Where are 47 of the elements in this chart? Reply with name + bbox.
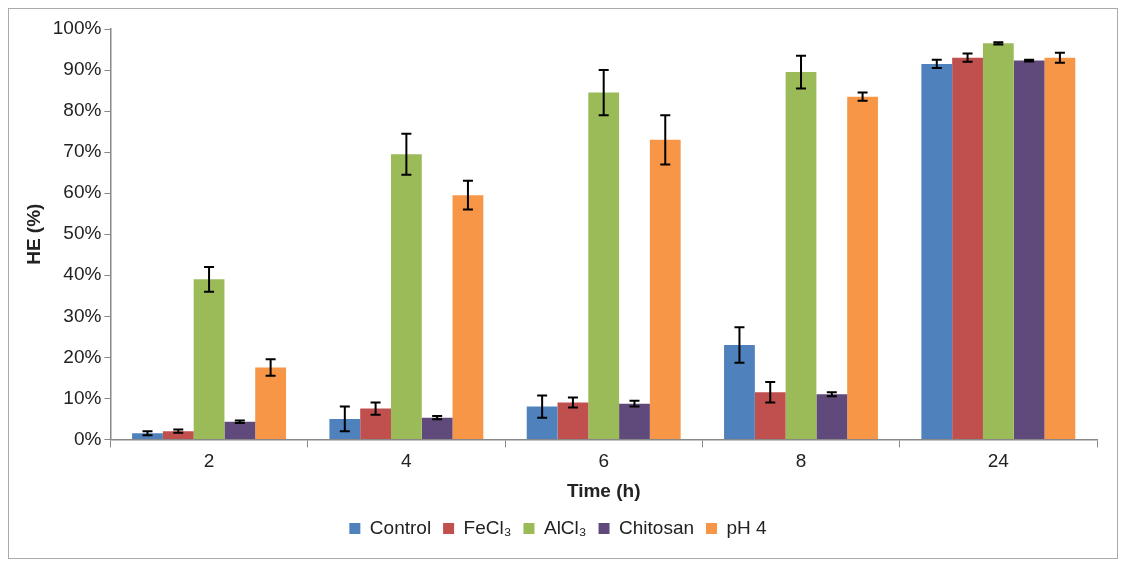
legend-label: AlCl₃ [543, 516, 587, 538]
bar [816, 394, 848, 439]
bar [619, 403, 650, 439]
legend-label: Control [369, 516, 432, 538]
bar [390, 154, 422, 439]
legend-label: Chitosan [619, 516, 695, 538]
bar [1044, 57, 1076, 439]
x-tick-label: 24 [987, 450, 1010, 472]
bar [588, 92, 620, 439]
x-tick-label: 6 [598, 450, 609, 472]
y-tick-label: 100% [52, 17, 102, 39]
y-tick-label: 50% [63, 222, 102, 244]
x-axis-title: Time (h) [566, 479, 641, 501]
legend-label: pH 4 [726, 516, 768, 538]
y-tick-label: 20% [63, 345, 102, 367]
bar [724, 345, 755, 439]
bar [754, 392, 786, 439]
bar [360, 408, 391, 439]
y-tick-label: 40% [63, 263, 102, 285]
y-tick-label: 10% [63, 386, 102, 408]
y-tick-label: 0% [73, 427, 102, 449]
y-tick-label: 90% [63, 58, 102, 80]
y-tick-label: 70% [63, 140, 102, 162]
y-tick-label: 60% [63, 181, 102, 203]
x-tick-label: 8 [795, 450, 807, 472]
x-tick-label: 4 [401, 450, 413, 472]
bar [421, 417, 453, 439]
bar [526, 406, 558, 439]
bar [193, 279, 225, 439]
bar [452, 195, 484, 439]
bar [1013, 60, 1045, 439]
x-tick-label: 2 [203, 450, 215, 472]
bar [649, 139, 681, 439]
bar [224, 421, 256, 439]
bar [255, 367, 287, 439]
bar [162, 431, 194, 439]
bar [921, 63, 953, 439]
bar [982, 43, 1014, 439]
y-axis-title: HE (%) [22, 203, 44, 265]
bar [329, 418, 361, 439]
legend-label: FeCl₃ [463, 516, 512, 538]
bar [952, 57, 983, 439]
bar [557, 402, 589, 439]
y-tick-label: 30% [63, 304, 102, 326]
bar [785, 72, 817, 439]
y-tick-label: 80% [63, 99, 102, 121]
bar [847, 96, 878, 439]
